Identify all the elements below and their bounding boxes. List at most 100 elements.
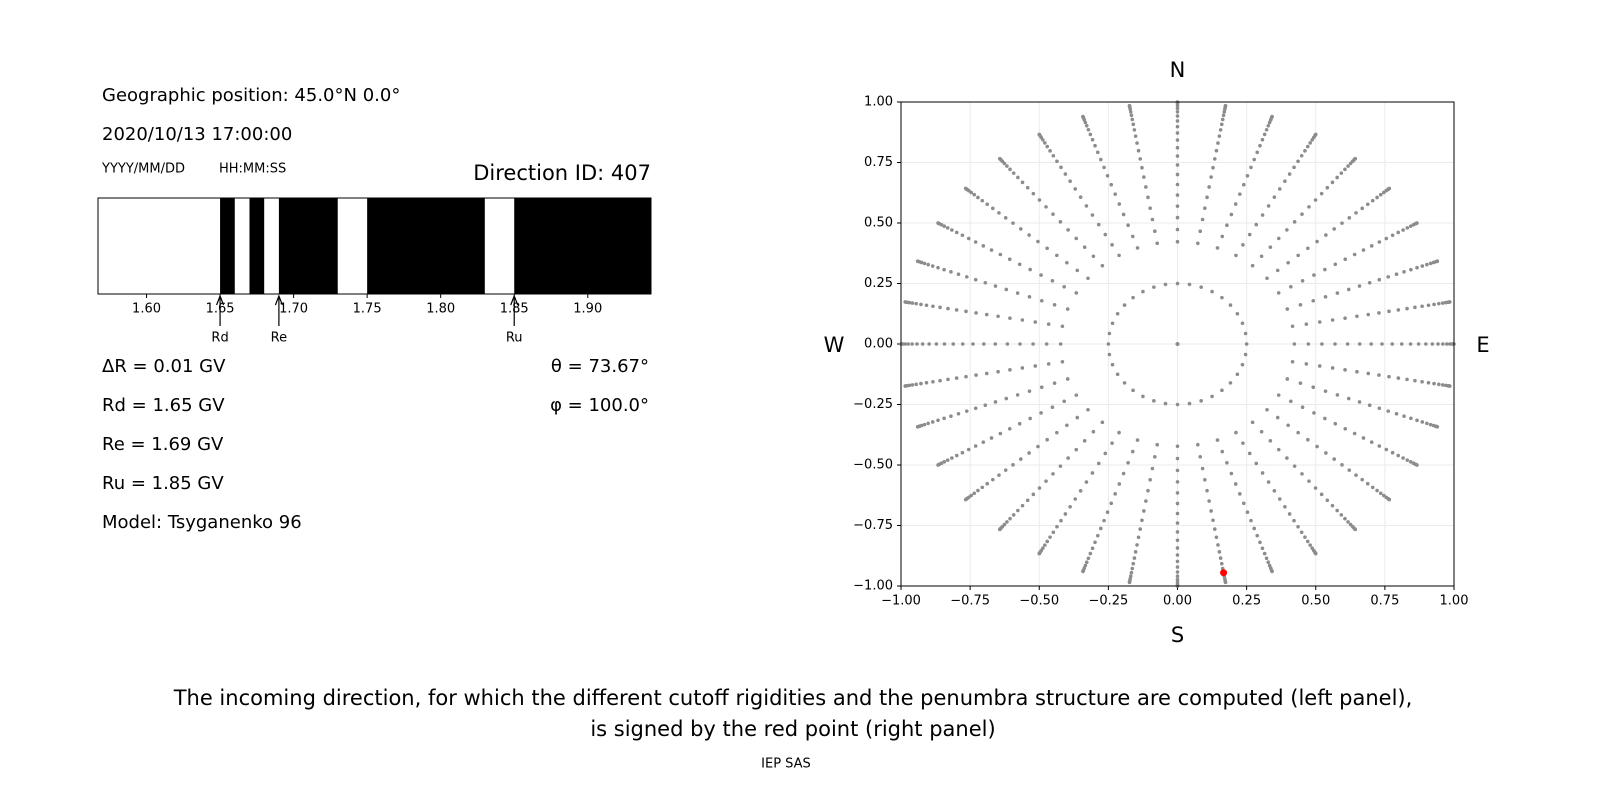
direction-point	[1312, 273, 1316, 277]
direction-point	[1121, 471, 1126, 476]
direction-point	[1305, 144, 1310, 149]
direction-point	[1413, 305, 1417, 310]
direction-point	[1285, 377, 1290, 381]
direction-point	[1313, 551, 1318, 556]
direction-point	[1096, 461, 1101, 466]
direction-point	[1078, 195, 1083, 199]
plot-frame	[900, 101, 1455, 587]
direction-point	[1219, 561, 1224, 566]
direction-point	[1233, 482, 1238, 486]
direction-point	[1175, 538, 1180, 543]
compass-label: E	[1476, 333, 1489, 357]
direction-point	[1303, 149, 1307, 153]
direction-point	[1408, 224, 1413, 228]
direction-point	[1357, 342, 1362, 346]
direction-point	[1090, 213, 1095, 217]
direction-point	[1203, 206, 1207, 211]
direction-point	[1175, 402, 1180, 407]
direction-point	[1441, 342, 1445, 346]
direction-point	[1420, 379, 1424, 384]
direction-point	[1152, 285, 1156, 289]
direction-point	[960, 233, 965, 238]
direction-point	[980, 485, 985, 490]
direction-point	[1195, 241, 1200, 246]
direction-point	[1138, 157, 1143, 161]
direction-point	[963, 497, 968, 502]
direction-point	[924, 380, 929, 385]
direction-point	[1044, 205, 1048, 209]
direction-point	[963, 186, 968, 191]
direction-point	[1086, 407, 1090, 412]
direction-point	[1027, 295, 1032, 299]
direction-point	[1317, 364, 1322, 368]
y-tick-label: 0.50	[864, 216, 893, 231]
direction-point	[1369, 342, 1373, 346]
direction-point	[973, 277, 978, 282]
direction-point	[1299, 153, 1304, 158]
direction-point	[1220, 117, 1225, 122]
direction-point	[1060, 324, 1065, 329]
band	[514, 198, 651, 294]
direction-point	[1387, 497, 1392, 502]
direction-point	[1355, 369, 1359, 374]
direction-point	[1286, 423, 1290, 428]
direction-point	[1361, 436, 1366, 440]
direction-point	[930, 420, 935, 424]
direction-point	[1003, 216, 1008, 220]
direction-point	[942, 224, 947, 228]
direction-point	[1007, 426, 1012, 431]
direction-point	[1428, 261, 1433, 266]
direction-point	[1408, 460, 1413, 464]
direction-point	[1343, 316, 1347, 320]
direction-point	[1333, 421, 1338, 426]
direction-point	[1210, 394, 1214, 399]
direction-point	[1369, 440, 1374, 444]
direction-point	[1260, 213, 1265, 217]
direction-point	[1107, 331, 1112, 336]
direction-point	[996, 314, 1000, 319]
direction-point	[1037, 132, 1042, 137]
direction-point	[1033, 320, 1038, 324]
direction-point	[1330, 366, 1335, 370]
direction-point	[1004, 287, 1009, 292]
x-tick-label: −1.00	[881, 594, 921, 609]
footer: IEP SAS	[761, 757, 811, 772]
direction-point	[1426, 380, 1431, 385]
direction-point	[1250, 420, 1255, 425]
direction-point	[1027, 451, 1031, 455]
direction-point	[1020, 366, 1025, 370]
direction-point	[1340, 221, 1344, 225]
direction-point	[1155, 241, 1160, 246]
direction-point	[1367, 403, 1372, 408]
direction-point	[1249, 165, 1253, 170]
direction-point	[1235, 311, 1240, 316]
selected-direction	[1220, 569, 1228, 577]
direction-point	[997, 473, 1001, 477]
direction-point	[1401, 228, 1405, 232]
direction-point	[1037, 198, 1042, 202]
direction-point	[1289, 399, 1293, 404]
direction-point	[1066, 228, 1070, 232]
direction-point	[1218, 128, 1223, 132]
direction-point	[1405, 226, 1410, 230]
direction-point	[1095, 533, 1100, 538]
direction-point	[1115, 311, 1120, 316]
marker-label: Ru	[506, 331, 523, 346]
direction-point	[1432, 381, 1436, 386]
direction-point	[1078, 489, 1083, 493]
direction-point	[1283, 504, 1287, 509]
direction-point	[981, 244, 986, 248]
direction-point	[1241, 243, 1245, 247]
direction-point	[949, 270, 953, 274]
direction-point	[1175, 468, 1180, 473]
direction-point	[942, 416, 946, 421]
direction-point	[1260, 137, 1265, 142]
direction-point	[903, 384, 908, 388]
direction-point	[1212, 157, 1217, 161]
direction-point	[1367, 280, 1372, 285]
direction-point	[972, 491, 977, 496]
direction-point	[1005, 342, 1010, 346]
direction-point	[1008, 368, 1012, 372]
direction-point	[1015, 291, 1020, 295]
